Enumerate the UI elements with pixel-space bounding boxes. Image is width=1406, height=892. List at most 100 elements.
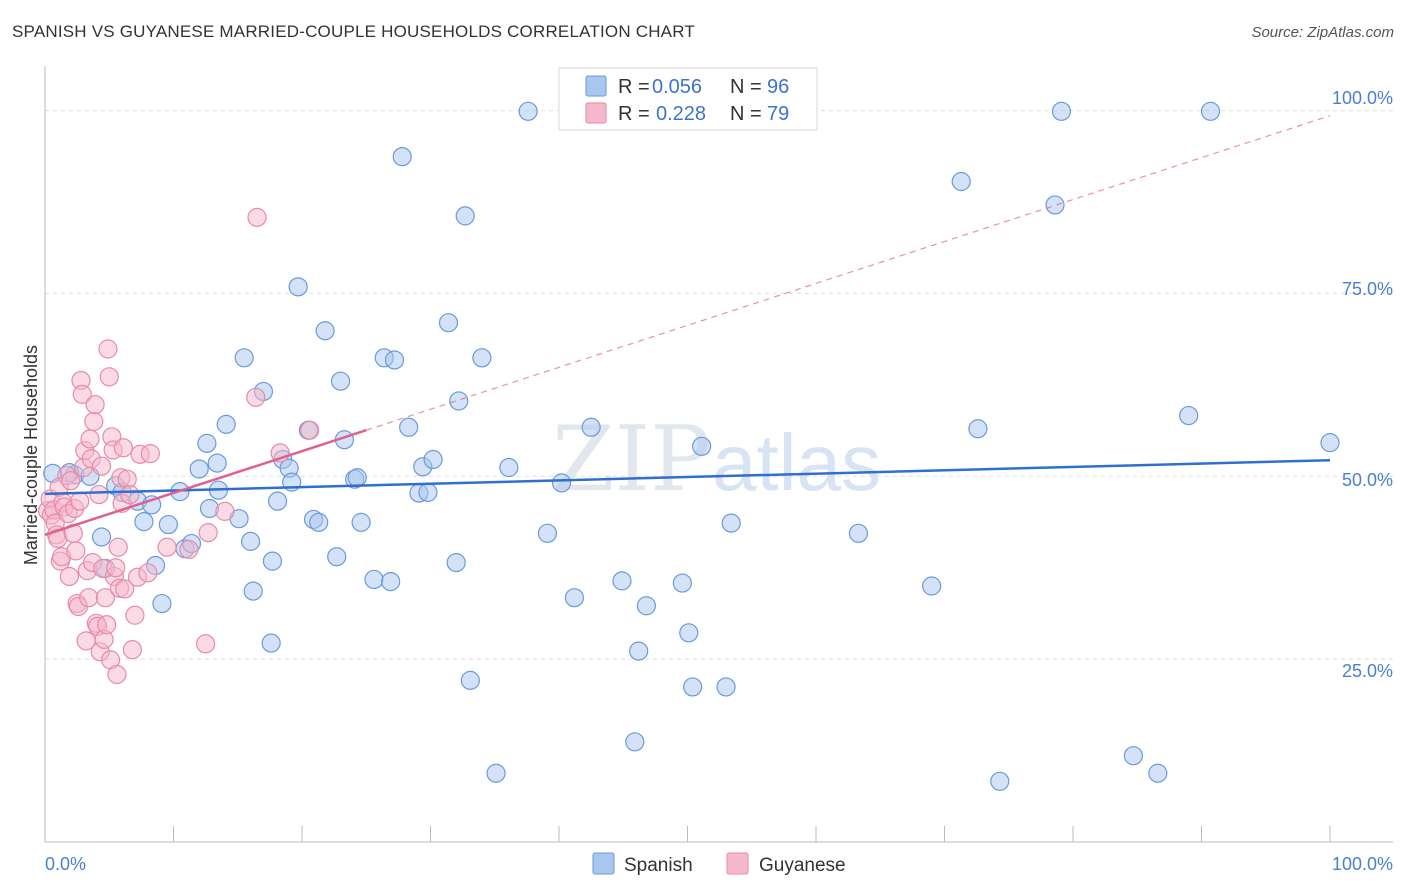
spanish-point-34 bbox=[288, 277, 308, 297]
spanish-point-59 bbox=[460, 670, 480, 690]
spanish-point-89 bbox=[1320, 433, 1340, 453]
spanish-point-88 bbox=[1200, 101, 1221, 121]
spanish-point-26 bbox=[243, 581, 263, 601]
guyanese-point-28 bbox=[79, 588, 99, 608]
guyanese-point-65 bbox=[157, 537, 177, 557]
legend-box: R = 0.056 N = 96 R = 0.228 N = 79 bbox=[558, 67, 818, 131]
spanish-point-23 bbox=[234, 348, 254, 368]
spanish-point-82 bbox=[990, 771, 1010, 791]
spanish-point-65 bbox=[551, 473, 572, 493]
guyanese-point-15 bbox=[61, 471, 81, 491]
guyanese-point-33 bbox=[85, 395, 105, 415]
spanish-point-54 bbox=[423, 449, 443, 470]
bottom-legend-swatch-spanish bbox=[592, 852, 615, 875]
guyanese-point-56 bbox=[115, 579, 135, 599]
spanish-point-18 bbox=[197, 433, 217, 453]
spanish-point-71 bbox=[636, 596, 656, 616]
legend-n-value-spanish: 96 bbox=[767, 76, 789, 98]
guyanese-point-23 bbox=[72, 384, 92, 404]
chart-title: SPANISH VS GUYANESE MARRIED-COUPLE HOUSE… bbox=[12, 22, 695, 41]
guyanese-point-42 bbox=[97, 615, 117, 635]
guyanese-trend-line bbox=[44, 429, 367, 536]
y-axis-title: Married-couple Households bbox=[21, 345, 41, 565]
spanish-point-72 bbox=[672, 573, 692, 593]
scatter-points bbox=[37, 101, 1340, 791]
spanish-point-85 bbox=[1123, 746, 1143, 766]
spanish-point-39 bbox=[327, 547, 347, 567]
spanish-point-17 bbox=[189, 459, 209, 479]
spanish-point-22 bbox=[216, 414, 236, 434]
watermark: ZIP atlas bbox=[552, 407, 881, 512]
spanish-point-49 bbox=[392, 147, 412, 167]
guyanese-point-68 bbox=[198, 523, 218, 543]
spanish-point-81 bbox=[968, 419, 988, 439]
legend-r-value-spanish: 0.056 bbox=[652, 76, 702, 98]
spanish-point-80 bbox=[951, 171, 971, 192]
guyanese-point-59 bbox=[122, 640, 142, 660]
spanish-point-66 bbox=[564, 588, 585, 608]
spanish-point-12 bbox=[152, 593, 172, 614]
spanish-point-62 bbox=[499, 457, 519, 478]
spanish-point-47 bbox=[381, 572, 401, 592]
x-tick-label-max: 100.0% bbox=[1332, 854, 1393, 874]
spanish-point-58 bbox=[455, 206, 475, 226]
spanish-point-67 bbox=[581, 417, 601, 437]
spanish-point-40 bbox=[330, 371, 351, 391]
spanish-point-20 bbox=[207, 453, 227, 473]
guyanese-point-67 bbox=[196, 634, 216, 654]
guyanese-point-73 bbox=[300, 420, 320, 440]
legend-swatch-guyanese bbox=[585, 102, 607, 124]
spanish-point-73 bbox=[679, 623, 699, 643]
spanish-point-30 bbox=[267, 491, 288, 511]
legend-swatch-spanish bbox=[585, 75, 607, 97]
spanish-point-87 bbox=[1179, 405, 1199, 426]
guyanese-point-36 bbox=[89, 484, 109, 505]
bottom-legend-label-guyanese: Guyanese bbox=[759, 855, 846, 876]
legend-r-label-guyanese: R = bbox=[618, 103, 650, 125]
guyanese-point-58 bbox=[120, 484, 140, 505]
spanish-point-56 bbox=[446, 552, 466, 573]
y-tick-label-75: 75.0% bbox=[1342, 279, 1393, 299]
y-tick-label-100: 100.0% bbox=[1332, 88, 1393, 108]
guyanese-point-55 bbox=[113, 438, 133, 458]
watermark-zip: ZIP bbox=[552, 407, 711, 512]
spanish-point-84 bbox=[1051, 101, 1072, 121]
spanish-point-37 bbox=[309, 512, 329, 532]
spanish-point-53 bbox=[418, 482, 438, 502]
x-tick-label-min: 0.0% bbox=[45, 854, 86, 874]
guyanese-point-49 bbox=[106, 558, 126, 578]
spanish-point-29 bbox=[262, 551, 283, 571]
guyanese-point-38 bbox=[91, 456, 112, 476]
bottom-legend: Spanish Guyanese bbox=[592, 852, 846, 876]
bottom-legend-label-spanish: Spanish bbox=[624, 855, 693, 876]
legend-n-label-spanish: N = bbox=[730, 76, 762, 98]
spanish-point-76 bbox=[716, 677, 736, 697]
guyanese-point-66 bbox=[179, 539, 199, 560]
guyanese-point-51 bbox=[108, 537, 128, 557]
spanish-point-77 bbox=[721, 513, 741, 533]
y-tick-label-50: 50.0% bbox=[1342, 470, 1393, 490]
y-tick-label-25: 25.0% bbox=[1342, 661, 1393, 681]
guyanese-point-32 bbox=[84, 411, 104, 432]
spanish-point-60 bbox=[472, 348, 492, 368]
guyanese-point-60 bbox=[125, 605, 145, 625]
trend-lines bbox=[44, 115, 1331, 536]
guyanese-point-50 bbox=[107, 664, 127, 685]
spanish-point-75 bbox=[692, 436, 712, 456]
legend-r-label-spanish: R = bbox=[618, 76, 650, 98]
spanish-point-57 bbox=[449, 391, 469, 411]
guyanese-point-18 bbox=[66, 541, 86, 561]
axes bbox=[44, 66, 1393, 843]
spanish-point-79 bbox=[922, 576, 942, 596]
spanish-point-78 bbox=[848, 523, 869, 543]
guyanese-point-41 bbox=[95, 588, 115, 608]
spanish-point-28 bbox=[261, 633, 281, 653]
spanish-point-68 bbox=[612, 571, 632, 591]
guyanese-point-44 bbox=[99, 367, 119, 387]
spanish-trend-line bbox=[44, 458, 1331, 496]
bottom-legend-swatch-guyanese bbox=[726, 852, 749, 875]
spanish-point-8 bbox=[91, 527, 112, 547]
spanish-point-38 bbox=[315, 321, 335, 341]
